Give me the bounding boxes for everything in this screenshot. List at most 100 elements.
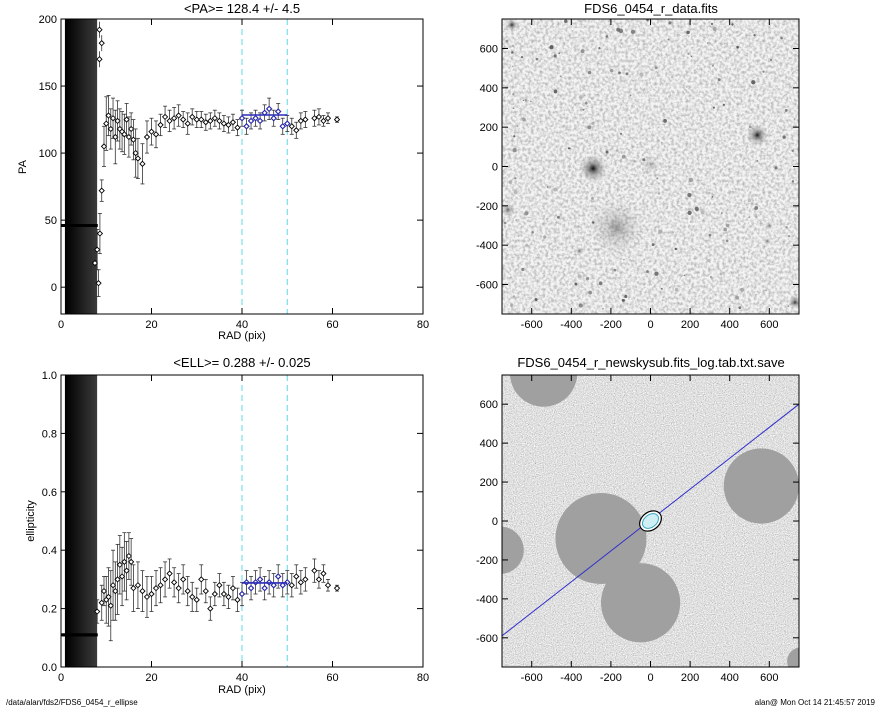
star [687,193,692,198]
star [651,243,655,247]
ell-panel: <ELL>= 0.288 +/- 0.025 0 20 40 60 80 0.0 0.2 0.… [25,355,429,696]
data-point [175,585,182,592]
star [658,229,663,234]
y-tick-label: 0.2 [42,604,57,616]
star [580,49,585,54]
data-point [94,608,101,615]
star [700,210,705,215]
data-point [118,573,126,580]
star [774,166,778,170]
star [602,307,604,310]
data-point [139,160,146,167]
star [574,282,578,286]
data-point [333,116,341,123]
star [787,234,791,238]
data-point [128,558,135,566]
x-tick-label: 0 [58,672,64,684]
star [591,121,595,125]
star [720,212,723,215]
y-tick-label: 0 [492,162,498,174]
star [531,231,534,234]
data-image-title: FDS6_0454_r_data.fits [584,1,718,16]
data-point [123,116,130,123]
x-tick-label: 0 [647,672,653,684]
fit-point [261,584,268,592]
data-point [134,155,142,162]
star [508,180,513,185]
x-tick-label: 600 [760,319,778,331]
star [566,109,568,111]
star [625,72,629,76]
star [717,78,721,82]
star [707,191,711,195]
star [560,75,562,77]
data-point [180,576,187,583]
fit-point [265,105,273,113]
star [525,243,529,247]
source-blob [575,247,584,256]
star [654,271,659,276]
star [591,196,594,200]
fit-point [284,120,291,127]
fit-point [256,576,264,583]
star [663,119,667,123]
data-point [189,593,196,601]
mask-region [555,492,647,585]
mask-region [502,526,524,574]
star [554,248,557,251]
data-point [320,570,327,577]
data-point [107,602,114,609]
star [621,154,626,159]
fit-point [270,115,277,122]
star [668,21,672,25]
y-tick-label: 100 [39,148,57,160]
data-point [116,561,123,568]
data-image-panel: FDS6_0454_r_data.fits -600 -400 -200 0 200 40… [476,1,800,331]
star [503,221,507,225]
data-point [288,582,295,589]
star [787,305,790,308]
data-point [105,112,112,119]
x-tick-label: 20 [145,672,157,684]
star [616,27,621,32]
star [646,270,649,273]
fit-point [247,117,255,125]
source-blob [765,221,774,230]
star [723,227,728,232]
ell-title: <ELL>= 0.288 +/- 0.025 [173,355,310,370]
y-tick-label: 400 [480,83,498,95]
data-point [96,26,103,33]
star [784,108,788,112]
data-point [180,116,187,123]
fit-point [243,579,250,586]
source-blob [788,295,799,310]
fit-point [284,579,291,586]
star [711,196,714,198]
data-point [279,123,286,130]
star [558,52,560,55]
star [522,117,526,122]
mask-region [601,563,681,643]
x-tick-label: 60 [326,319,338,331]
data-point [91,259,99,267]
star [719,272,723,276]
star [579,95,583,99]
data-point [148,590,155,598]
star [582,108,585,111]
x-tick-label: 400 [721,319,739,331]
star [736,45,739,49]
star [725,239,729,243]
data-point [198,116,205,123]
star [584,101,588,105]
pa-xlabel: RAD (pix) [218,330,266,342]
data-point [324,582,332,589]
data-point [184,120,191,127]
y-tick-label: -400 [476,594,498,606]
y-tick-label: 200 [480,122,498,134]
data-point [125,133,133,141]
star [553,187,558,192]
star [555,221,558,224]
data-point [275,108,282,115]
ell-ylabel: ellipticity [25,500,37,542]
